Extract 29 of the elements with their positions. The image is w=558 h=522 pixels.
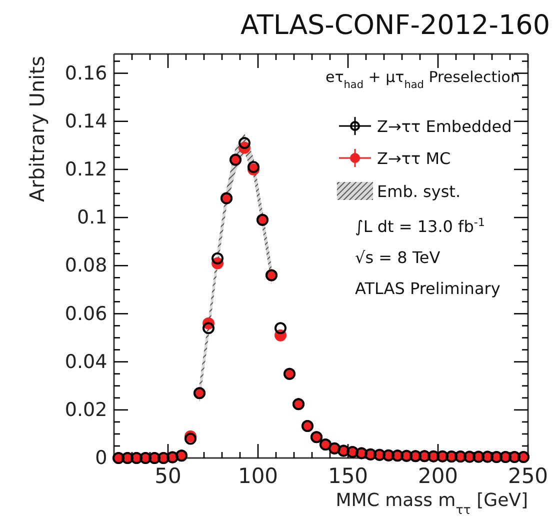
x-tick-label: 200	[418, 464, 458, 488]
y-tick-label: 0.1	[76, 206, 108, 229]
legend-label: Z→ττ Embedded	[377, 117, 512, 136]
annotation: ATLAS Preliminary	[355, 279, 500, 298]
x-tick-label: 50	[154, 464, 182, 488]
point	[238, 136, 250, 149]
y-tick-label: 0.14	[64, 110, 108, 132]
y-axis-title: Arbitrary Units	[25, 56, 49, 202]
chart-title: ATLAS-CONF-2012-160	[240, 10, 550, 41]
y-tick-label: 0.16	[64, 62, 108, 84]
y-tick-label: 0.08	[64, 254, 108, 277]
annotation: √s = 8 TeV	[355, 248, 440, 267]
x-tick-label: 150	[328, 464, 368, 488]
x-tick-label: 100	[238, 464, 278, 488]
x-axis-title: MMC mass m$_{ττ}$ [GeV]	[336, 490, 528, 516]
annotation: eτ$_{had}$ + μτ$_{had}$ Preselection	[325, 68, 520, 91]
annotation: ∫L dt = 13.0 fb$^{-1}$	[355, 216, 485, 236]
point	[274, 322, 286, 334]
point	[202, 322, 214, 334]
y-tick-label: 0.06	[64, 302, 108, 325]
x-tick-label: 250	[508, 464, 548, 488]
y-tick-label: 0.02	[64, 398, 108, 421]
point	[184, 432, 196, 445]
legend-label: Z→ττ MC	[377, 149, 451, 168]
y-tick-label: 0.12	[64, 158, 108, 181]
y-tick-label: 0	[95, 447, 108, 470]
point	[212, 252, 224, 264]
y-tick-label: 0.04	[64, 350, 108, 373]
annotation: Emb. syst.	[377, 182, 461, 201]
